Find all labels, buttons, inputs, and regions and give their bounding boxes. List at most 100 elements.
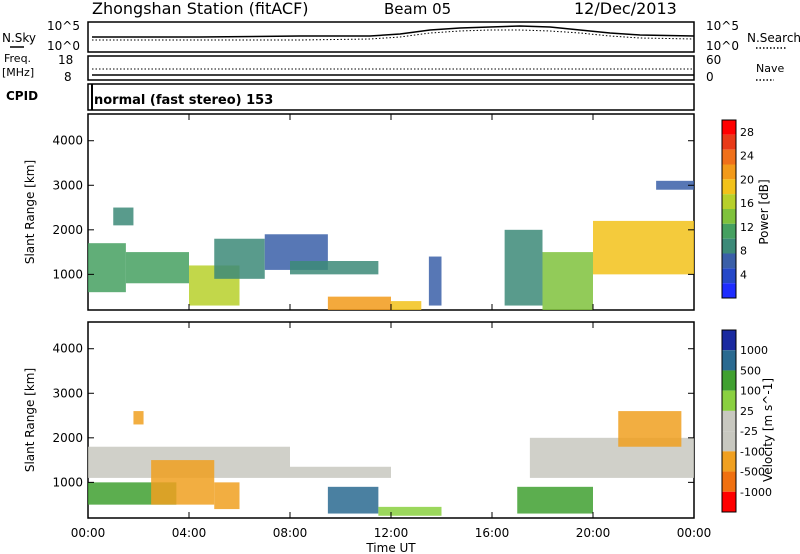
y-tick-label: 4000	[52, 134, 83, 148]
velocity-colorbar-tick: 500	[740, 364, 761, 377]
power-region	[88, 243, 126, 293]
nave-label: Nave	[756, 62, 784, 75]
y-tick-label: 4000	[52, 342, 83, 356]
velocity-colorbar-tick: 25	[740, 405, 754, 418]
velocity-colorbar-segment	[722, 410, 736, 432]
noise-left-bottom-tick: 10^0	[47, 39, 80, 53]
power-colorbar-segment	[722, 120, 736, 135]
y-tick-label: 2000	[52, 431, 83, 445]
velocity-colorbar-segment	[722, 390, 736, 411]
velocity-region	[133, 411, 144, 425]
freq-label-1: Freq.	[4, 52, 31, 65]
power-colorbar: 4 8 12 16 20 24 28	[721, 119, 754, 299]
power-colorbar-segment	[722, 223, 736, 239]
power-region	[391, 301, 422, 310]
velocity-colorbar-tick: 1000	[740, 344, 768, 357]
noise-right-label: N.Search	[747, 31, 800, 45]
x-tick-label: 20:00	[576, 526, 611, 540]
velocity-colorbar-segment	[722, 330, 736, 351]
power-region	[504, 229, 543, 306]
power-colorbar-tick: 16	[740, 197, 754, 210]
noise-left-top-tick: 10^5	[47, 19, 80, 33]
x-tick-label: 12:00	[374, 526, 409, 540]
x-tick-label: 04:00	[172, 526, 207, 540]
velocity-region	[290, 466, 391, 478]
velocity-region	[517, 486, 593, 514]
station-title: Zhongshan Station (fitACF)	[92, 0, 309, 18]
velocity-colorbar-tick: 100	[740, 385, 761, 398]
velocity-colorbar-frame	[721, 329, 737, 513]
power-region	[428, 256, 442, 306]
x-tick-label: 08:00	[273, 526, 308, 540]
velocity-colorbar-tick: -25	[740, 425, 758, 438]
power-colorbar-tick: 8	[740, 245, 747, 258]
velocity-region	[327, 486, 379, 514]
power-region	[593, 220, 694, 275]
power-colorbar-tick: 20	[740, 173, 754, 186]
velocity-region	[378, 506, 442, 516]
freq-panel-frame	[87, 55, 695, 81]
nave-bottom-tick: 0	[706, 70, 714, 84]
date-label: 12/Dec/2013	[574, 0, 677, 18]
power-colorbar-segment	[722, 283, 736, 298]
cpid-panel-frame	[87, 83, 695, 111]
velocity-plot: 1000 2000 3000 4000 Slant Range [km]	[23, 321, 695, 519]
power-colorbar-frame	[721, 119, 737, 299]
power-colorbar-segment	[722, 238, 736, 254]
power-ylabel: Slant Range [km]	[23, 160, 37, 264]
velocity-ylabel: Slant Range [km]	[23, 368, 37, 472]
power-colorbar-tick: 28	[740, 126, 754, 139]
power-plot: 1000 2000 3000 4000 Slant Range [km]	[23, 113, 695, 311]
power-colorbar-tick: 12	[740, 221, 754, 234]
velocity-region	[151, 460, 215, 505]
power-colorbar-segment	[722, 134, 736, 150]
noise-right-bottom-tick: 10^0	[706, 39, 739, 53]
noise-sky-trace	[92, 25, 695, 38]
y-tick-label: 2000	[52, 223, 83, 237]
freq-top-tick: 18	[58, 53, 73, 67]
power-region	[542, 252, 593, 310]
velocity-colorbar-tick: -100	[740, 445, 765, 458]
freq-bottom-tick: 8	[64, 70, 72, 84]
power-region	[113, 207, 134, 226]
x-tick-label: 16:00	[475, 526, 510, 540]
x-tick-label: 00:00	[677, 526, 712, 540]
power-colorbar-tick: 4	[740, 268, 747, 281]
velocity-colorbar-tick: -500	[740, 466, 765, 479]
velocity-colorbar-segment	[722, 370, 736, 391]
velocity-colorbar: 1000 500 100 25 -25 -100 -500 -1000	[721, 329, 772, 513]
y-tick-label: 1000	[52, 267, 83, 281]
power-colorbar-segment	[722, 179, 736, 195]
velocity-colorbar-segment	[722, 451, 736, 472]
power-colorbar-segment	[722, 194, 736, 209]
power-colorbar-segment	[722, 209, 736, 224]
velocity-colorbar-label: Velocity [m s^-1]	[761, 378, 775, 482]
freq-label-2: [MHz]	[2, 66, 34, 79]
power-colorbar-segment	[722, 268, 736, 284]
beam-label: Beam 05	[384, 0, 451, 18]
y-tick-label: 1000	[52, 475, 83, 489]
y-tick-label: 3000	[52, 178, 83, 192]
noise-panel-frame	[87, 21, 695, 53]
velocity-colorbar-segment	[722, 471, 736, 492]
velocity-region	[618, 411, 682, 447]
noise-left-label: N.Sky	[2, 31, 36, 45]
power-region	[656, 180, 694, 190]
cpid-label: CPID	[6, 89, 38, 103]
y-tick-label: 3000	[52, 386, 83, 400]
velocity-colorbar-tick: -1000	[740, 486, 772, 499]
power-region	[125, 252, 189, 284]
cpid-mode-text: normal (fast stereo) 153	[94, 93, 273, 108]
x-tick-label: 00:00	[71, 526, 106, 540]
power-region	[290, 261, 379, 275]
power-colorbar-label: Power [dB]	[757, 179, 771, 244]
x-axis-label: Time UT	[365, 541, 416, 554]
velocity-colorbar-segment	[722, 491, 736, 512]
power-region	[327, 296, 391, 310]
noise-right-top-tick: 10^5	[706, 19, 739, 33]
nave-top-tick: 60	[706, 53, 721, 67]
power-colorbar-tick: 24	[740, 150, 754, 163]
power-colorbar-segment	[722, 253, 736, 269]
velocity-region	[214, 482, 240, 510]
